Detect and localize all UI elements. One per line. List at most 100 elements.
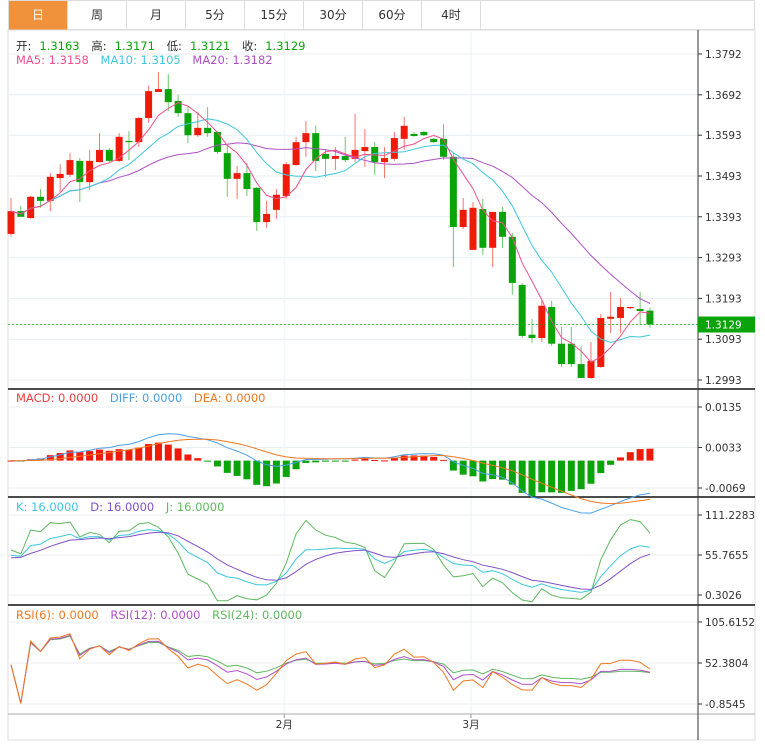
candle-body — [430, 138, 438, 143]
candle-body — [390, 138, 398, 159]
j-line — [10, 519, 651, 603]
candle-up — [331, 147, 339, 170]
close-label: 收: — [241, 39, 258, 53]
candle-down — [36, 189, 44, 208]
candle-body — [479, 209, 487, 248]
candle-up — [626, 306, 634, 310]
ma10-legend: MA10: 1.3105 — [100, 53, 181, 67]
candle-down — [17, 205, 25, 217]
macd-value: MACD: 0.0000 — [16, 391, 99, 405]
macd-bar — [86, 451, 94, 461]
candle-body — [66, 160, 74, 175]
candle-body — [27, 196, 35, 219]
rsi-axis-label: 105.6152 — [705, 617, 755, 629]
tab-5min[interactable]: 5分 — [186, 1, 245, 30]
candle-up — [351, 113, 359, 163]
high-value: 1.3171 — [114, 39, 155, 53]
low-value: 1.3121 — [189, 39, 231, 53]
candle-down — [213, 131, 221, 154]
candle-body — [272, 194, 280, 210]
open-value: 1.3163 — [39, 39, 80, 53]
candle-body — [646, 310, 654, 325]
macd-bar — [567, 460, 575, 491]
candle-up — [27, 195, 35, 219]
candle-body — [213, 131, 221, 152]
candle-body — [577, 364, 585, 378]
tab-month[interactable]: 月 — [127, 1, 186, 30]
candle-up — [233, 165, 241, 199]
macd-bar — [312, 460, 320, 463]
candle-body — [449, 156, 457, 227]
candle-up — [194, 111, 202, 137]
tab-week[interactable]: 周 — [68, 1, 127, 30]
candle-body — [597, 317, 605, 367]
macd-bar — [607, 460, 615, 465]
tab-day[interactable]: 日 — [9, 1, 68, 30]
dea-value: DEA: 0.0000 — [193, 391, 266, 405]
macd-bar — [194, 458, 202, 461]
kdj-axis-label: 55.7655 — [705, 550, 748, 562]
candle-down — [341, 136, 349, 163]
macd-bar — [636, 449, 644, 461]
macd-bar — [204, 460, 212, 462]
candle-body — [322, 153, 330, 159]
ma5-line — [10, 102, 651, 363]
ma-legend: MA5: 1.3158 MA10: 1.3105 MA20: 1.3182 — [16, 53, 281, 67]
macd-bar — [577, 460, 585, 490]
candle-body — [341, 156, 349, 161]
candle-up — [86, 149, 94, 190]
candle-body — [607, 316, 615, 319]
candle-body — [400, 125, 408, 139]
d-value: D: 16.0000 — [90, 500, 155, 514]
macd-bar — [626, 452, 634, 461]
macd-bar — [508, 460, 516, 485]
candle-body — [499, 211, 506, 237]
candle-body — [115, 136, 123, 161]
macd-bar — [243, 460, 251, 480]
candle-down — [243, 162, 251, 196]
candle-up — [154, 71, 162, 92]
candle-down — [371, 142, 379, 175]
kdj-axis-label: 111.2283 — [705, 510, 755, 522]
candle-up — [390, 131, 398, 161]
candle-down — [440, 124, 448, 161]
candle-down — [430, 138, 438, 143]
macd-bar — [46, 455, 54, 461]
candle-body — [587, 360, 595, 378]
tab-30min[interactable]: 30分 — [304, 1, 363, 30]
candle-body — [351, 149, 359, 159]
close-value: 1.3129 — [265, 39, 306, 53]
candle-up — [272, 189, 280, 219]
tab-4hour[interactable]: 4时 — [422, 1, 481, 30]
candle-body — [86, 160, 94, 183]
candle-body — [95, 149, 103, 163]
price-axis-label: 1.3493 — [705, 171, 742, 183]
candle-up — [302, 120, 310, 157]
macd-bar — [56, 453, 64, 461]
macd-bar — [145, 444, 153, 461]
dea-line — [10, 438, 651, 505]
high-label: 高: — [91, 39, 107, 53]
macd-bar — [213, 460, 221, 467]
ma20-legend: MA20: 1.3182 — [192, 53, 273, 67]
candle-up — [597, 313, 605, 368]
candle-down — [518, 282, 526, 338]
macd-bar — [587, 460, 595, 484]
candle-up — [400, 116, 408, 150]
candle-up — [115, 133, 123, 163]
month-label: 3月 — [462, 719, 479, 731]
tab-60min[interactable]: 60分 — [363, 1, 422, 30]
macd-bar — [66, 450, 74, 461]
candle-body — [105, 149, 113, 161]
candle-body — [243, 173, 251, 190]
macd-bar — [390, 458, 398, 461]
tab-15min[interactable]: 15分 — [245, 1, 304, 30]
macd-bar — [322, 460, 330, 462]
candle-up — [145, 85, 153, 123]
candle-up — [616, 297, 624, 334]
rsi6-line — [10, 633, 651, 704]
candle-down — [449, 153, 457, 267]
candle-body — [312, 133, 320, 161]
candle-down — [410, 131, 418, 137]
